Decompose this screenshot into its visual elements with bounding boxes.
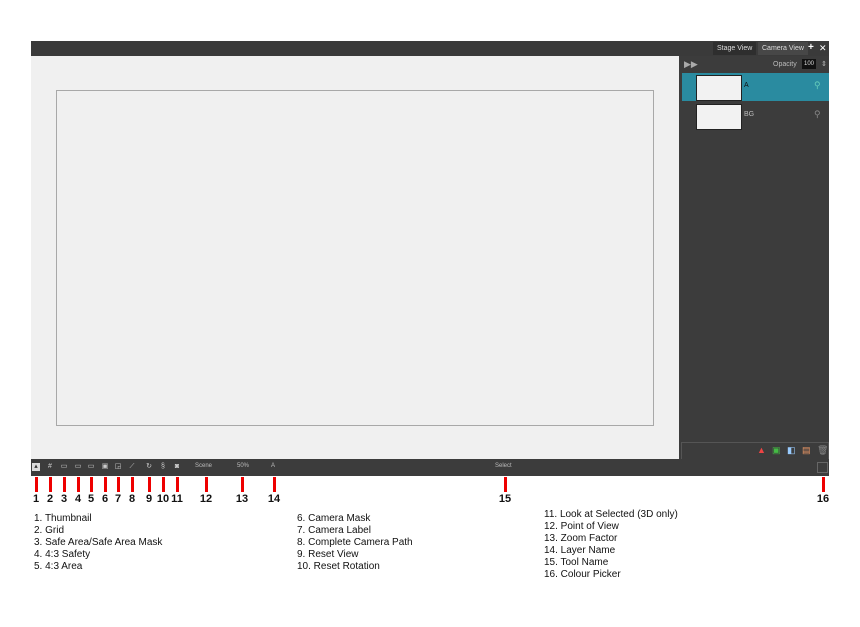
add-view-icon[interactable]: +: [808, 42, 814, 53]
callout-number: 11: [171, 493, 183, 505]
callout-line: [117, 477, 120, 492]
legend-item: 1. Thumbnail: [34, 513, 92, 524]
camera-path-icon[interactable]: ⟋: [129, 463, 135, 470]
stage-view[interactable]: [31, 56, 679, 459]
callout-line: [90, 477, 93, 492]
camera-label-icon[interactable]: ◲: [114, 463, 122, 470]
callout-number: 12: [199, 493, 213, 505]
trash-icon[interactable]: 🗑: [817, 445, 829, 455]
callout-number: 10: [156, 493, 170, 505]
safety-4-3-icon[interactable]: ▭: [74, 463, 82, 470]
legend-item: 4. 4:3 Safety: [34, 549, 91, 560]
layer-thumbnail: [696, 104, 742, 130]
reset-rotation-icon[interactable]: §: [161, 463, 165, 470]
layer-name-label: A: [271, 463, 276, 469]
callout-line: [205, 477, 208, 492]
area-4-3-icon[interactable]: ▭: [87, 463, 95, 470]
callout-number: 9: [145, 493, 153, 505]
callout-line: [162, 477, 165, 492]
layer-name: A: [744, 82, 749, 89]
callout-number: 4: [74, 493, 82, 505]
legend-item: 12. Point of View: [544, 521, 619, 532]
add-drawing-layer-icon[interactable]: ▲: [757, 445, 766, 455]
tab-stage-view[interactable]: Stage View: [713, 42, 757, 55]
callout-number: 7: [114, 493, 122, 505]
thumbnail-icon[interactable]: ▴: [32, 463, 40, 471]
legend-item: 5. 4:3 Area: [34, 561, 83, 572]
legend-item: 15. Tool Name: [544, 557, 609, 568]
legend-item: 3. Safe Area/Safe Area Mask: [34, 537, 163, 548]
callout-line: [63, 477, 66, 492]
legend-box-1: 1. Thumbnail 2. Grid 3. Safe Area/Safe Are…: [28, 510, 196, 576]
expand-panel-icon[interactable]: ▶▶: [684, 59, 698, 69]
stage-toolbar: [31, 459, 829, 476]
callout-number: 3: [60, 493, 68, 505]
callout-line: [241, 477, 244, 492]
opacity-stepper[interactable]: ⇕: [821, 61, 827, 68]
callout-line: [35, 477, 38, 492]
camera-mask-icon[interactable]: ▣: [101, 463, 109, 470]
look-at-selected-icon[interactable]: ◙: [174, 463, 180, 470]
callout-number: 5: [87, 493, 95, 505]
layer-name: BG: [744, 111, 755, 118]
layer-row[interactable]: A ⚲: [682, 73, 829, 101]
legend-item: 10. Reset Rotation: [297, 561, 380, 572]
callout-number: 2: [46, 493, 54, 505]
legend-item: 11. Look at Selected (3D only): [544, 509, 678, 520]
lock-icon[interactable]: ⚲: [814, 109, 821, 119]
legend-item: 16. Colour Picker: [544, 569, 621, 580]
layer-thumbnail: [696, 75, 742, 101]
legend-item: 2. Grid: [34, 525, 65, 536]
camera-frame: [56, 90, 654, 426]
callout-line: [148, 477, 151, 492]
layer-toolbar: ▲ ▣ ◧ ▤ 🗑: [681, 442, 829, 460]
add-layer-icon[interactable]: ◧: [787, 445, 796, 455]
callout-number: 15: [498, 493, 512, 505]
legend-item: 9. Reset View: [297, 549, 359, 560]
opacity-field[interactable]: 100: [802, 59, 816, 69]
add-image-layer-icon[interactable]: ▣: [772, 445, 781, 455]
callout-number: 6: [101, 493, 109, 505]
zoom-factor-select[interactable]: 50%: [237, 463, 250, 469]
point-of-view-select[interactable]: Scene: [195, 463, 213, 469]
tool-name-label: Select: [495, 463, 512, 469]
legend-box-2: 6. Camera Mask 7. Camera Label 8. Complete…: [291, 510, 479, 576]
callout-line: [176, 477, 179, 492]
legend-item: 6. Camera Mask: [297, 513, 371, 524]
callout-number: 13: [235, 493, 249, 505]
legend-item: 7. Camera Label: [297, 525, 371, 536]
callout-number: 16: [816, 493, 830, 505]
callout-line: [273, 477, 276, 492]
callout-line: [104, 477, 107, 492]
callout-line: [822, 477, 825, 492]
opacity-label: Opacity: [773, 61, 797, 68]
callout-line: [49, 477, 52, 492]
callout-number: 14: [267, 493, 281, 505]
callout-number: 8: [128, 493, 136, 505]
legend-item: 13. Zoom Factor: [544, 533, 618, 544]
callout-number: 1: [32, 493, 40, 505]
safe-area-icon[interactable]: ▭: [60, 463, 68, 470]
legend-box-3: 11. Look at Selected (3D only) 12. Point …: [538, 506, 693, 584]
grid-icon[interactable]: #: [48, 463, 52, 470]
tab-camera-view[interactable]: Camera View: [758, 42, 808, 55]
colour-picker[interactable]: [817, 462, 828, 473]
layer-row[interactable]: BG ⚲: [682, 102, 829, 130]
lock-icon[interactable]: ⚲: [814, 80, 821, 90]
callout-line: [131, 477, 134, 492]
add-group-icon[interactable]: ▤: [802, 445, 811, 455]
view-tab-bar: [31, 41, 829, 56]
legend-item: 8. Complete Camera Path: [297, 537, 413, 548]
reset-view-icon[interactable]: ↻: [146, 463, 152, 470]
legend-item: 14. Layer Name: [544, 545, 616, 556]
close-icon[interactable]: ✕: [819, 43, 827, 53]
callout-line: [504, 477, 507, 492]
callout-line: [77, 477, 80, 492]
